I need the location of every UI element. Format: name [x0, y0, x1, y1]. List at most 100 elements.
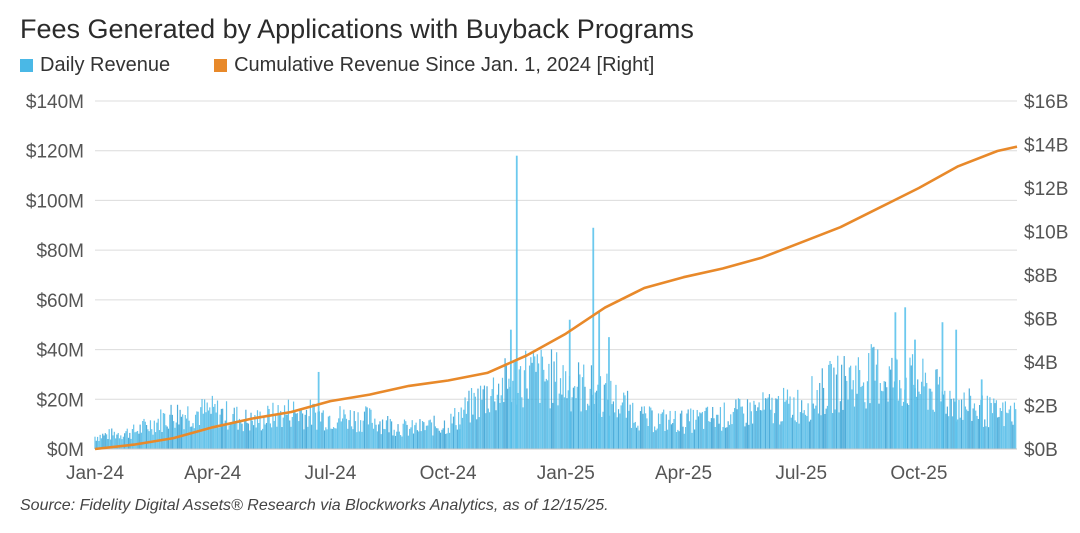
- legend: Daily Revenue Cumulative Revenue Since J…: [20, 54, 698, 77]
- daily-revenue-bar: [521, 397, 523, 449]
- y-left-tick-label: $140M: [26, 92, 84, 113]
- daily-revenue-bar: [731, 424, 733, 449]
- daily-revenue-spike: [914, 339, 916, 449]
- daily-revenue-bar: [302, 413, 304, 449]
- daily-revenue-bar: [610, 380, 612, 449]
- daily-revenue-bar: [262, 428, 264, 449]
- daily-revenue-spike: [980, 379, 983, 449]
- daily-revenue-bar: [272, 402, 274, 449]
- daily-revenue-bar: [635, 427, 638, 449]
- daily-revenue-bar: [415, 422, 417, 449]
- daily-revenue-bar: [789, 396, 791, 449]
- y-left-tick-label: $0M: [47, 440, 84, 461]
- daily-revenue-bar: [183, 429, 185, 449]
- daily-revenue-bar: [237, 429, 239, 449]
- daily-revenue-bar: [295, 413, 297, 449]
- daily-revenue-bar: [977, 418, 979, 449]
- daily-revenue-bar: [882, 391, 884, 449]
- daily-revenue-bar: [400, 435, 402, 449]
- daily-revenue-bar: [410, 427, 412, 449]
- daily-revenue-bar: [896, 359, 898, 449]
- daily-revenue-bar: [548, 363, 550, 449]
- daily-revenue-bar: [891, 357, 893, 449]
- daily-revenue-bar: [993, 398, 995, 449]
- y-right-tick-label: $2B: [1024, 397, 1058, 418]
- daily-revenue-bar: [215, 412, 217, 449]
- daily-revenue-bar: [979, 405, 981, 449]
- daily-revenue-bar: [797, 389, 799, 449]
- daily-revenue-bar: [94, 436, 96, 449]
- daily-revenue-bar: [828, 364, 830, 449]
- daily-revenue-bar: [684, 427, 687, 449]
- daily-revenue-bar: [143, 418, 145, 449]
- daily-revenue-bar: [349, 410, 351, 449]
- daily-revenue-bar: [749, 402, 751, 449]
- daily-revenue-bar: [879, 383, 881, 449]
- daily-revenue-bar: [535, 371, 537, 449]
- daily-revenue-bar: [358, 431, 360, 449]
- daily-revenue-bar: [512, 380, 514, 449]
- daily-revenue-bar: [372, 428, 375, 449]
- daily-revenue-bar: [543, 369, 545, 449]
- daily-revenue-bar: [487, 408, 489, 449]
- daily-revenue-bar: [303, 429, 305, 449]
- daily-revenue-bar: [416, 430, 418, 449]
- daily-revenue-bar: [162, 413, 164, 449]
- daily-revenue-bar: [968, 388, 970, 449]
- daily-revenue-bar: [647, 426, 649, 449]
- daily-revenue-bar: [815, 405, 817, 449]
- daily-revenue-bar: [108, 429, 110, 449]
- daily-revenue-bar: [505, 365, 507, 449]
- daily-revenue-bar: [525, 350, 527, 449]
- daily-revenue-bar: [522, 407, 524, 449]
- daily-revenue-bar: [750, 411, 752, 449]
- daily-revenue-bar: [472, 414, 474, 449]
- daily-revenue-bar: [973, 403, 976, 449]
- daily-revenue-bar: [374, 418, 376, 449]
- daily-revenue-bar: [547, 380, 549, 449]
- daily-revenue-bar: [902, 401, 905, 449]
- daily-revenue-bar: [700, 413, 702, 449]
- daily-revenue-bar: [250, 412, 252, 449]
- daily-revenue-bar: [336, 422, 339, 449]
- daily-revenue-bar: [744, 426, 746, 449]
- daily-revenue-bar: [675, 432, 678, 449]
- daily-revenue-bar: [724, 427, 727, 449]
- daily-revenue-bar: [932, 409, 934, 449]
- daily-revenue-bar: [985, 426, 987, 449]
- daily-revenue-bar: [165, 425, 167, 449]
- daily-revenue-bar: [157, 418, 159, 449]
- daily-revenue-bar: [434, 426, 437, 449]
- daily-revenue-bar: [508, 378, 510, 449]
- daily-revenue-bar: [713, 418, 715, 449]
- daily-revenue-bar: [917, 379, 919, 449]
- daily-revenue-bar: [411, 420, 413, 449]
- daily-revenue-bar: [586, 403, 589, 449]
- daily-revenue-bar: [144, 421, 146, 449]
- daily-revenue-bar: [169, 414, 171, 449]
- legend-item-daily-revenue: Daily Revenue: [20, 54, 170, 77]
- daily-revenue-bar: [771, 397, 773, 449]
- daily-revenue-bar: [260, 430, 262, 449]
- daily-revenue-bar: [577, 362, 580, 449]
- daily-revenue-bar: [873, 346, 875, 449]
- daily-revenue-bar: [825, 408, 827, 449]
- daily-revenue-bar: [397, 424, 399, 449]
- daily-revenue-bar: [740, 406, 742, 449]
- daily-revenue-bar: [95, 440, 97, 449]
- daily-revenue-bar: [663, 409, 665, 449]
- daily-revenue-bar: [329, 415, 331, 449]
- daily-revenue-bar: [102, 433, 104, 449]
- daily-revenue-bar: [227, 429, 229, 449]
- daily-revenue-bar: [687, 409, 689, 449]
- daily-revenue-bar: [371, 422, 373, 449]
- daily-revenue-bar: [989, 397, 991, 449]
- daily-revenue-bar: [927, 409, 929, 449]
- daily-revenue-bar: [857, 357, 859, 449]
- daily-revenue-bar: [881, 390, 883, 449]
- daily-revenue-bar: [674, 410, 676, 449]
- daily-revenue-spike: [904, 307, 907, 449]
- daily-revenue-bar: [562, 365, 564, 449]
- daily-revenue-bar: [945, 413, 947, 449]
- daily-revenue-bar: [423, 422, 425, 449]
